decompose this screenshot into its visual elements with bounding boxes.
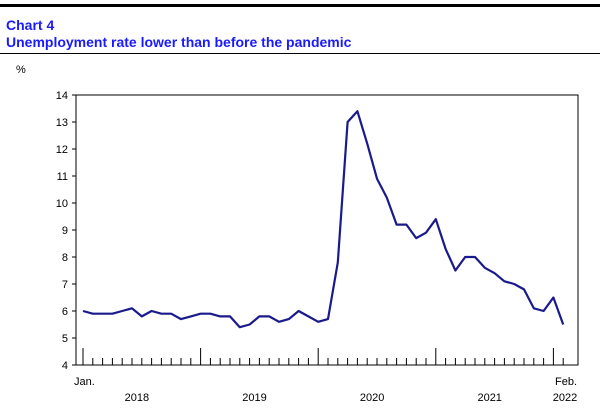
y-tick-label: 8 [62,252,68,264]
y-axis-label: % [16,64,26,76]
top-rule [0,4,600,7]
chart-number: Chart 4 [6,17,55,33]
y-tick-label: 14 [56,90,68,102]
y-tick-label: 6 [62,306,68,318]
x-end-label: Feb. [555,376,577,388]
x-year-label: 2018 [125,392,149,404]
unemployment-rate-line [82,110,565,329]
title-rule [0,53,600,54]
y-tick-label: 10 [56,198,68,210]
plot-frame [75,94,579,366]
x-year-label: 2019 [242,392,266,404]
y-tick-label: 5 [62,333,68,345]
y-tick-label: 12 [56,144,68,156]
x-start-label: Jan. [74,376,95,388]
y-tick-label: 9 [62,225,68,237]
x-year-label: 2020 [360,392,384,404]
y-tick-label: 11 [57,171,68,183]
y-tick-label: 4 [62,360,68,372]
y-tick-label: 13 [56,117,68,129]
x-year-label: 2021 [477,392,501,404]
chart-title: Unemployment rate lower than before the … [6,34,352,50]
x-year-label: 2022 [553,392,577,404]
y-tick-label: 7 [62,279,68,291]
